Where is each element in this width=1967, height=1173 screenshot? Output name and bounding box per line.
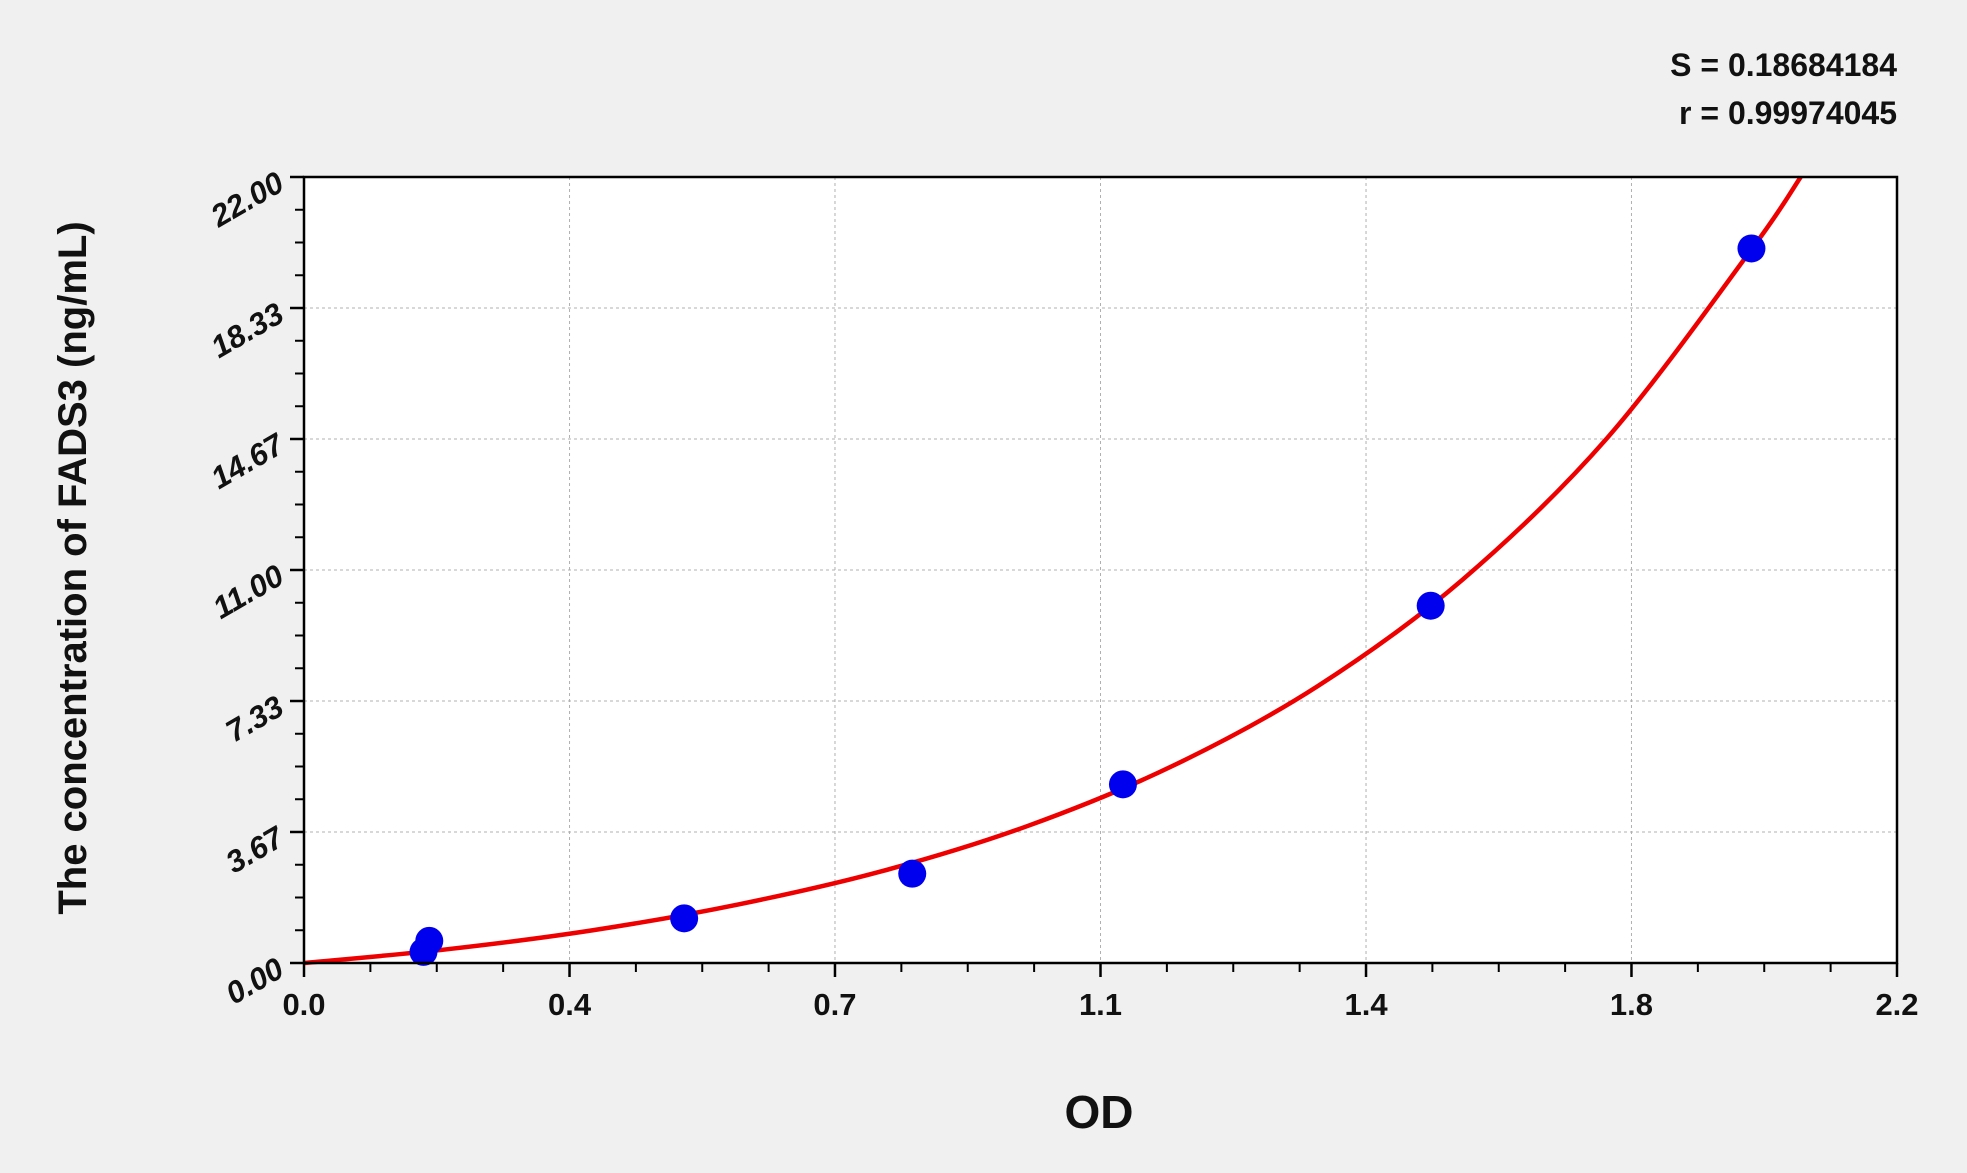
stat-r: r = 0.99974045 <box>1679 95 1897 131</box>
y-tick-label: 22.00 <box>204 165 290 235</box>
x-tick-label: 2.2 <box>1875 987 1918 1022</box>
x-tick-label: 0.0 <box>282 987 325 1022</box>
y-tick-label: 11.00 <box>207 558 290 626</box>
data-points <box>409 234 1766 966</box>
x-tick-label: 0.4 <box>548 987 592 1022</box>
x-tick-label: 1.1 <box>1079 987 1122 1022</box>
y-tick-label: 14.67 <box>205 426 291 496</box>
y-tick-label: 3.67 <box>220 819 291 880</box>
y-tick-labels: 0.00 3.67 7.33 11.00 14.67 18.33 22.00 <box>204 165 291 1011</box>
x-tick-label: 1.4 <box>1344 987 1388 1022</box>
data-point <box>898 859 927 888</box>
y-axis-title: The concentration of FADS3 (ng/mL) <box>51 221 95 914</box>
x-axis-title: OD <box>1065 1086 1134 1138</box>
x-tick-labels: 0.0 0.4 0.7 1.1 1.4 1.8 2.2 <box>282 987 1918 1022</box>
y-tick-label: 18.33 <box>205 296 290 365</box>
y-tick-label: 7.33 <box>220 689 290 749</box>
grid-lines <box>304 177 1897 963</box>
x-tick-label: 0.7 <box>813 987 856 1022</box>
data-point <box>415 926 444 955</box>
y-tick-label: 0.00 <box>220 951 290 1011</box>
x-tick-label: 1.8 <box>1610 987 1653 1022</box>
data-point <box>670 904 699 933</box>
data-point <box>1416 591 1445 620</box>
data-point <box>1108 770 1137 799</box>
axis-ticks <box>290 175 1899 977</box>
stat-s: S = 0.18684184 <box>1670 47 1897 83</box>
data-point <box>1737 234 1766 263</box>
